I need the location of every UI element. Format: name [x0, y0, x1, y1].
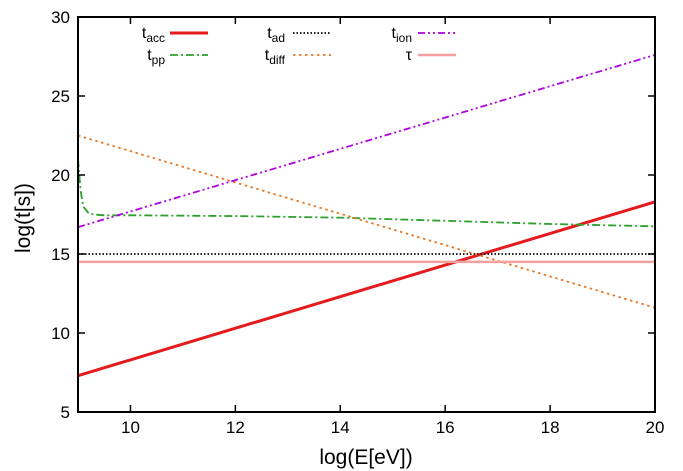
x-tick-label: 20 — [646, 418, 665, 437]
x-tick-label: 10 — [121, 418, 140, 437]
series-line-diff — [78, 134, 655, 309]
x-axis-title: log(E[eV]) — [319, 446, 412, 469]
legend-label-diff: tdiff — [265, 47, 286, 67]
y-tick-label: 20 — [51, 166, 70, 185]
legend-label-acc: tacc — [142, 25, 165, 45]
x-tick-label: 18 — [541, 418, 560, 437]
legend-label-ion: tion — [392, 25, 412, 45]
series-line-acc — [78, 200, 655, 378]
legend-label-ad: tad — [267, 25, 285, 45]
x-tick-label: 14 — [331, 418, 350, 437]
y-tick-label: 10 — [51, 324, 70, 343]
axes: 10 12 14 16 18 20 5 10 15 20 25 30 — [51, 8, 664, 437]
y-tick-label: 5 — [61, 403, 70, 422]
x-tick-label: 16 — [436, 418, 455, 437]
plot-area — [78, 54, 655, 378]
legend-label-pp: tpp — [147, 47, 165, 67]
y-tick-label: 15 — [51, 245, 70, 264]
series-line-pp — [78, 159, 655, 228]
legend: tacc tpp tad tdiff tion τ — [142, 25, 456, 67]
y-tick-label: 30 — [51, 8, 70, 27]
x-tick-label: 12 — [226, 418, 245, 437]
series-line-ion — [78, 54, 655, 229]
y-axis-title: log(t[s]) — [12, 183, 35, 253]
y-tick-label: 25 — [51, 87, 70, 106]
legend-label-tau: τ — [406, 47, 413, 64]
plot-frame — [77, 16, 656, 413]
